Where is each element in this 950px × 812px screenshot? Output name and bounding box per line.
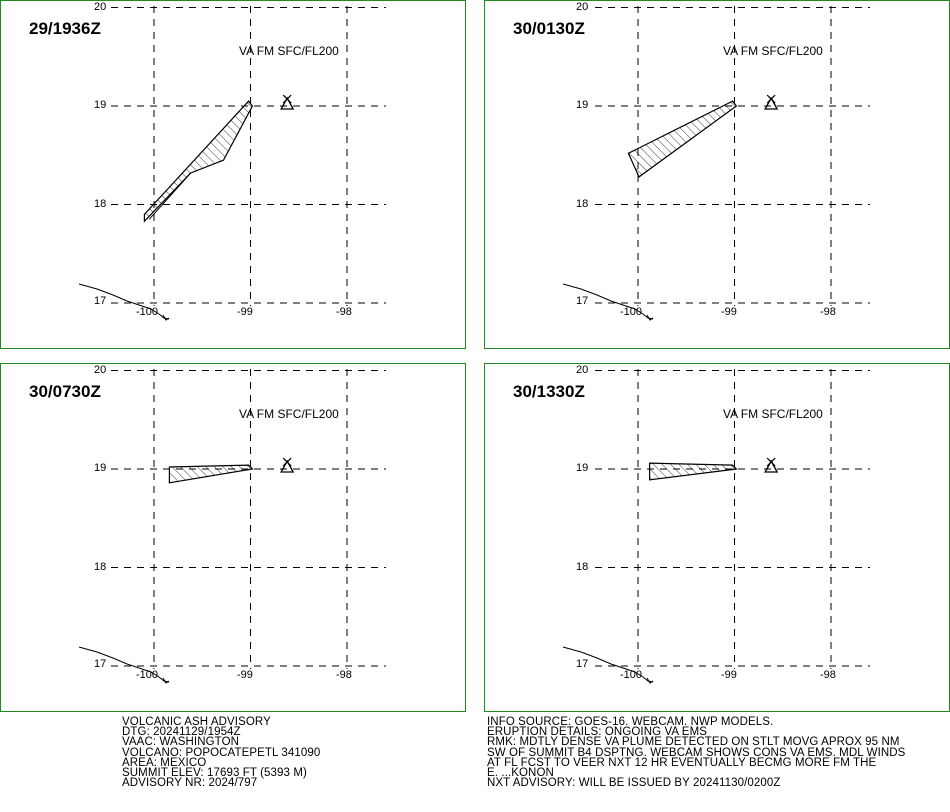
y-tick-18: 18 bbox=[94, 561, 107, 573]
advisory-line: DTG: 20241129/1954Z bbox=[122, 726, 241, 739]
y-tick-20: 20 bbox=[576, 364, 589, 376]
y-tick-19: 19 bbox=[94, 99, 107, 111]
y-tick-17: 17 bbox=[576, 295, 589, 307]
y-tick-17: 17 bbox=[94, 658, 107, 670]
ash-cloud-polygon bbox=[168, 464, 254, 484]
ash-cloud-edge bbox=[148, 172, 192, 220]
coastline bbox=[562, 646, 654, 683]
advisory-line: VOLCANIC ASH ADVISORY bbox=[122, 716, 271, 728]
y-tick-20: 20 bbox=[94, 364, 107, 376]
x-tick-98: -98 bbox=[336, 306, 352, 318]
map-canvas-4 bbox=[562, 369, 870, 684]
map-canvas-2 bbox=[562, 6, 870, 321]
panel-time-label: 30/0130Z bbox=[513, 19, 585, 38]
coastline bbox=[562, 283, 654, 320]
advisory-line: RMK: MDTLY DENSE VA PLUME DETECTED ON ST… bbox=[487, 736, 900, 749]
y-tick-19: 19 bbox=[94, 462, 107, 474]
y-tick-19: 19 bbox=[576, 462, 589, 474]
ash-cloud-polygon bbox=[143, 100, 254, 223]
x-tick-99: -99 bbox=[237, 306, 253, 318]
forecast-panel-2: 30/0130Z VA FM SFC/FL200 20 19 18 17 -10… bbox=[484, 0, 950, 349]
x-tick-99: -99 bbox=[721, 669, 737, 681]
coastline bbox=[646, 314, 654, 321]
x-tick-100: -100 bbox=[136, 669, 159, 681]
y-tick-19: 19 bbox=[576, 99, 589, 111]
x-tick-100: -100 bbox=[620, 306, 643, 318]
forecast-panel-1: 29/1936Z VA FM SFC/FL200 20 19 18 17 -10… bbox=[0, 0, 466, 349]
x-tick-98: -98 bbox=[336, 669, 352, 681]
advisory-line: NXT ADVISORY: WILL BE ISSUED BY 20241130… bbox=[487, 777, 781, 790]
ash-cloud-polygon bbox=[627, 100, 738, 178]
x-tick-100: -100 bbox=[620, 669, 643, 681]
volcano-triangle-icon bbox=[764, 457, 779, 473]
forecast-panel-3: 30/0730Z VA FM SFC/FL200 20 19 18 17 -10… bbox=[0, 363, 466, 712]
advisory-line: SUMMIT ELEV: 17693 FT (5393 M) bbox=[122, 767, 307, 780]
panel-layer-label: VA FM SFC/FL200 bbox=[239, 44, 339, 58]
advisory-line: VOLCANO: POPOCATEPETL 341090 bbox=[122, 746, 321, 759]
coastline bbox=[646, 677, 654, 684]
volcano-triangle-icon bbox=[764, 94, 779, 110]
forecast-panel-4: 30/1330Z VA FM SFC/FL200 20 19 18 17 -10… bbox=[484, 363, 950, 712]
panel-layer-label: VA FM SFC/FL200 bbox=[723, 44, 823, 58]
y-tick-18: 18 bbox=[576, 198, 589, 210]
panel-layer-label: VA FM SFC/FL200 bbox=[723, 407, 823, 421]
advisory-line: SW OF SUMMIT B4 DSPTNG. WEBCAM SHOWS CON… bbox=[487, 746, 906, 759]
x-tick-99: -99 bbox=[721, 306, 737, 318]
y-tick-18: 18 bbox=[576, 561, 589, 573]
advisory-line: AT FL FCST TO VEER NXT 12 HR EVENTUALLY … bbox=[487, 756, 877, 769]
advisory-left-text: VOLCANIC ASH ADVISORY DTG: 20241129/1954… bbox=[122, 716, 321, 790]
y-tick-17: 17 bbox=[576, 658, 589, 670]
coastline bbox=[162, 677, 170, 684]
volcano-triangle-icon bbox=[280, 94, 295, 110]
y-tick-18: 18 bbox=[94, 198, 107, 210]
map-canvas-1 bbox=[78, 6, 386, 321]
panel-time-label: 30/0730Z bbox=[29, 382, 101, 401]
advisory-line: INFO SOURCE: GOES-16. WEBCAM. NWP MODELS… bbox=[487, 716, 774, 728]
coastline bbox=[78, 646, 170, 683]
ash-cloud-polygon bbox=[649, 462, 738, 481]
panel-time-label: 30/1330Z bbox=[513, 382, 585, 401]
advisory-line: E. ...KONON bbox=[487, 767, 554, 780]
advisory-right-text: INFO SOURCE: GOES-16. WEBCAM. NWP MODELS… bbox=[487, 716, 906, 790]
panel-layer-label: VA FM SFC/FL200 bbox=[239, 407, 339, 421]
x-tick-98: -98 bbox=[820, 306, 836, 318]
advisory-line: ERUPTION DETAILS: ONGOING VA EMS bbox=[487, 726, 708, 739]
advisory-line: ADVISORY NR: 2024/797 bbox=[122, 777, 258, 790]
x-tick-99: -99 bbox=[237, 669, 253, 681]
advisory-line: AREA: MEXICO bbox=[122, 756, 207, 769]
coastline bbox=[162, 314, 170, 321]
coastline bbox=[78, 283, 170, 320]
y-tick-17: 17 bbox=[94, 295, 107, 307]
advisory-line: VAAC: WASHINGTON bbox=[122, 736, 240, 749]
volcano-triangle-icon bbox=[280, 457, 295, 473]
map-canvas-3 bbox=[78, 369, 386, 684]
x-tick-98: -98 bbox=[820, 669, 836, 681]
y-tick-20: 20 bbox=[94, 1, 107, 13]
x-tick-100: -100 bbox=[136, 306, 159, 318]
panel-time-label: 29/1936Z bbox=[29, 19, 101, 38]
y-tick-20: 20 bbox=[576, 1, 589, 13]
